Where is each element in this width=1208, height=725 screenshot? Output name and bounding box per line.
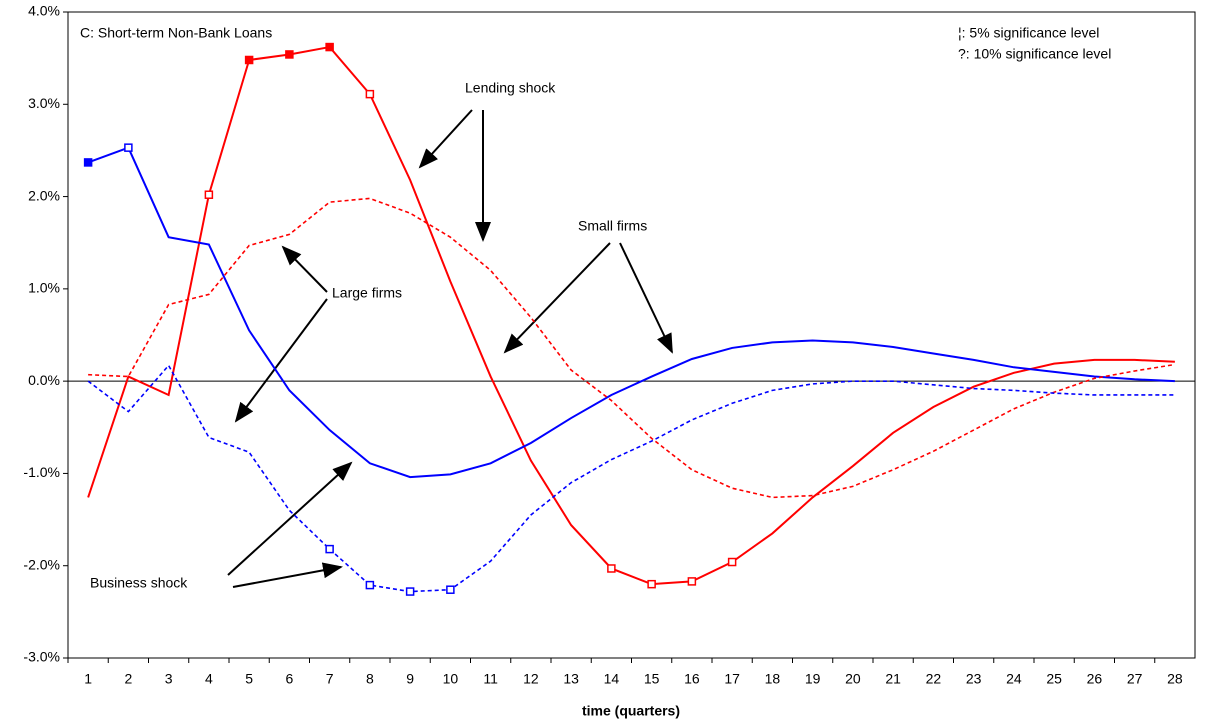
x-tick-label: 24 <box>1006 671 1022 687</box>
y-tick-label: 2.0% <box>28 187 60 203</box>
x-tick-label: 10 <box>443 671 459 687</box>
significance-marker <box>204 190 214 199</box>
x-tick-label: 4 <box>205 671 213 687</box>
y-tick-label: -2.0% <box>23 556 60 572</box>
x-tick-label: 23 <box>966 671 982 687</box>
significance-marker <box>244 55 254 65</box>
significance-marker <box>325 544 334 554</box>
x-tick-label: 13 <box>563 671 579 687</box>
arrow <box>234 298 328 423</box>
significance-note: ¦: 5% significance level <box>958 25 1099 41</box>
plot-frame <box>67 11 1196 659</box>
x-tick-label: 6 <box>285 671 293 687</box>
x-tick-label: 17 <box>724 671 740 687</box>
arrow <box>232 562 343 588</box>
y-tick-label: -3.0% <box>23 649 60 665</box>
significance-marker <box>727 557 737 567</box>
series-line <box>87 45 1175 586</box>
significance-marker <box>365 89 375 99</box>
significance-note: ?: 10% significance level <box>958 46 1111 62</box>
x-tick-label: 2 <box>124 671 132 687</box>
significance-marker <box>285 50 294 59</box>
series-line <box>88 197 1176 499</box>
x-tick-label: 1 <box>84 671 92 687</box>
arrow <box>503 242 611 354</box>
x-axis-label: time (quarters) <box>582 703 680 719</box>
x-tick-label: 28 <box>1167 671 1183 687</box>
y-tick-label: 4.0% <box>28 3 60 19</box>
x-tick-label: 16 <box>684 671 700 687</box>
significance-marker <box>325 42 334 52</box>
x-tick-label: 20 <box>845 671 861 687</box>
x-tick-label: 7 <box>326 671 334 687</box>
annotation: Small firms <box>578 218 647 234</box>
chart-title: C: Short-term Non-Bank Loans <box>80 25 272 41</box>
significance-marker <box>365 580 375 590</box>
x-tick-label: 3 <box>165 671 173 687</box>
x-tick-label: 12 <box>523 671 539 687</box>
significance-marker <box>124 143 133 152</box>
x-tick-label: 5 <box>245 671 253 687</box>
arrow <box>418 109 473 169</box>
y-tick-label: 0.0% <box>28 372 60 388</box>
x-tick-label: 15 <box>644 671 660 687</box>
series-line <box>87 146 1175 479</box>
x-tick-label: 27 <box>1127 671 1143 687</box>
arrows <box>227 109 673 588</box>
x-tick-label: 19 <box>805 671 821 687</box>
arrow <box>227 461 353 576</box>
annotation: Lending shock <box>465 80 556 96</box>
x-tick-label: 18 <box>765 671 781 687</box>
x-tick-label: 25 <box>1046 671 1062 687</box>
significance-marker <box>83 158 93 167</box>
arrow <box>619 242 673 354</box>
significance-marker <box>405 587 415 596</box>
series-line <box>87 364 1175 593</box>
x-tick-label: 11 <box>483 671 498 687</box>
significance-marker <box>446 585 455 594</box>
significance-marker <box>647 579 656 589</box>
annotation: Large firms <box>332 285 402 301</box>
x-tick-label: 22 <box>926 671 942 687</box>
significance-marker <box>687 577 697 586</box>
x-tick-label: 26 <box>1087 671 1103 687</box>
annotation: Business shock <box>90 575 188 591</box>
y-tick-label: -1.0% <box>23 464 60 480</box>
x-tick-label: 9 <box>406 671 414 687</box>
significance-marker <box>607 564 616 573</box>
arrow <box>281 245 328 293</box>
x-tick-label: 8 <box>366 671 374 687</box>
x-tick-label: 14 <box>604 671 620 687</box>
y-tick-label: 3.0% <box>28 95 60 111</box>
x-tick-label: 21 <box>885 671 901 687</box>
y-tick-label: 1.0% <box>28 280 60 296</box>
